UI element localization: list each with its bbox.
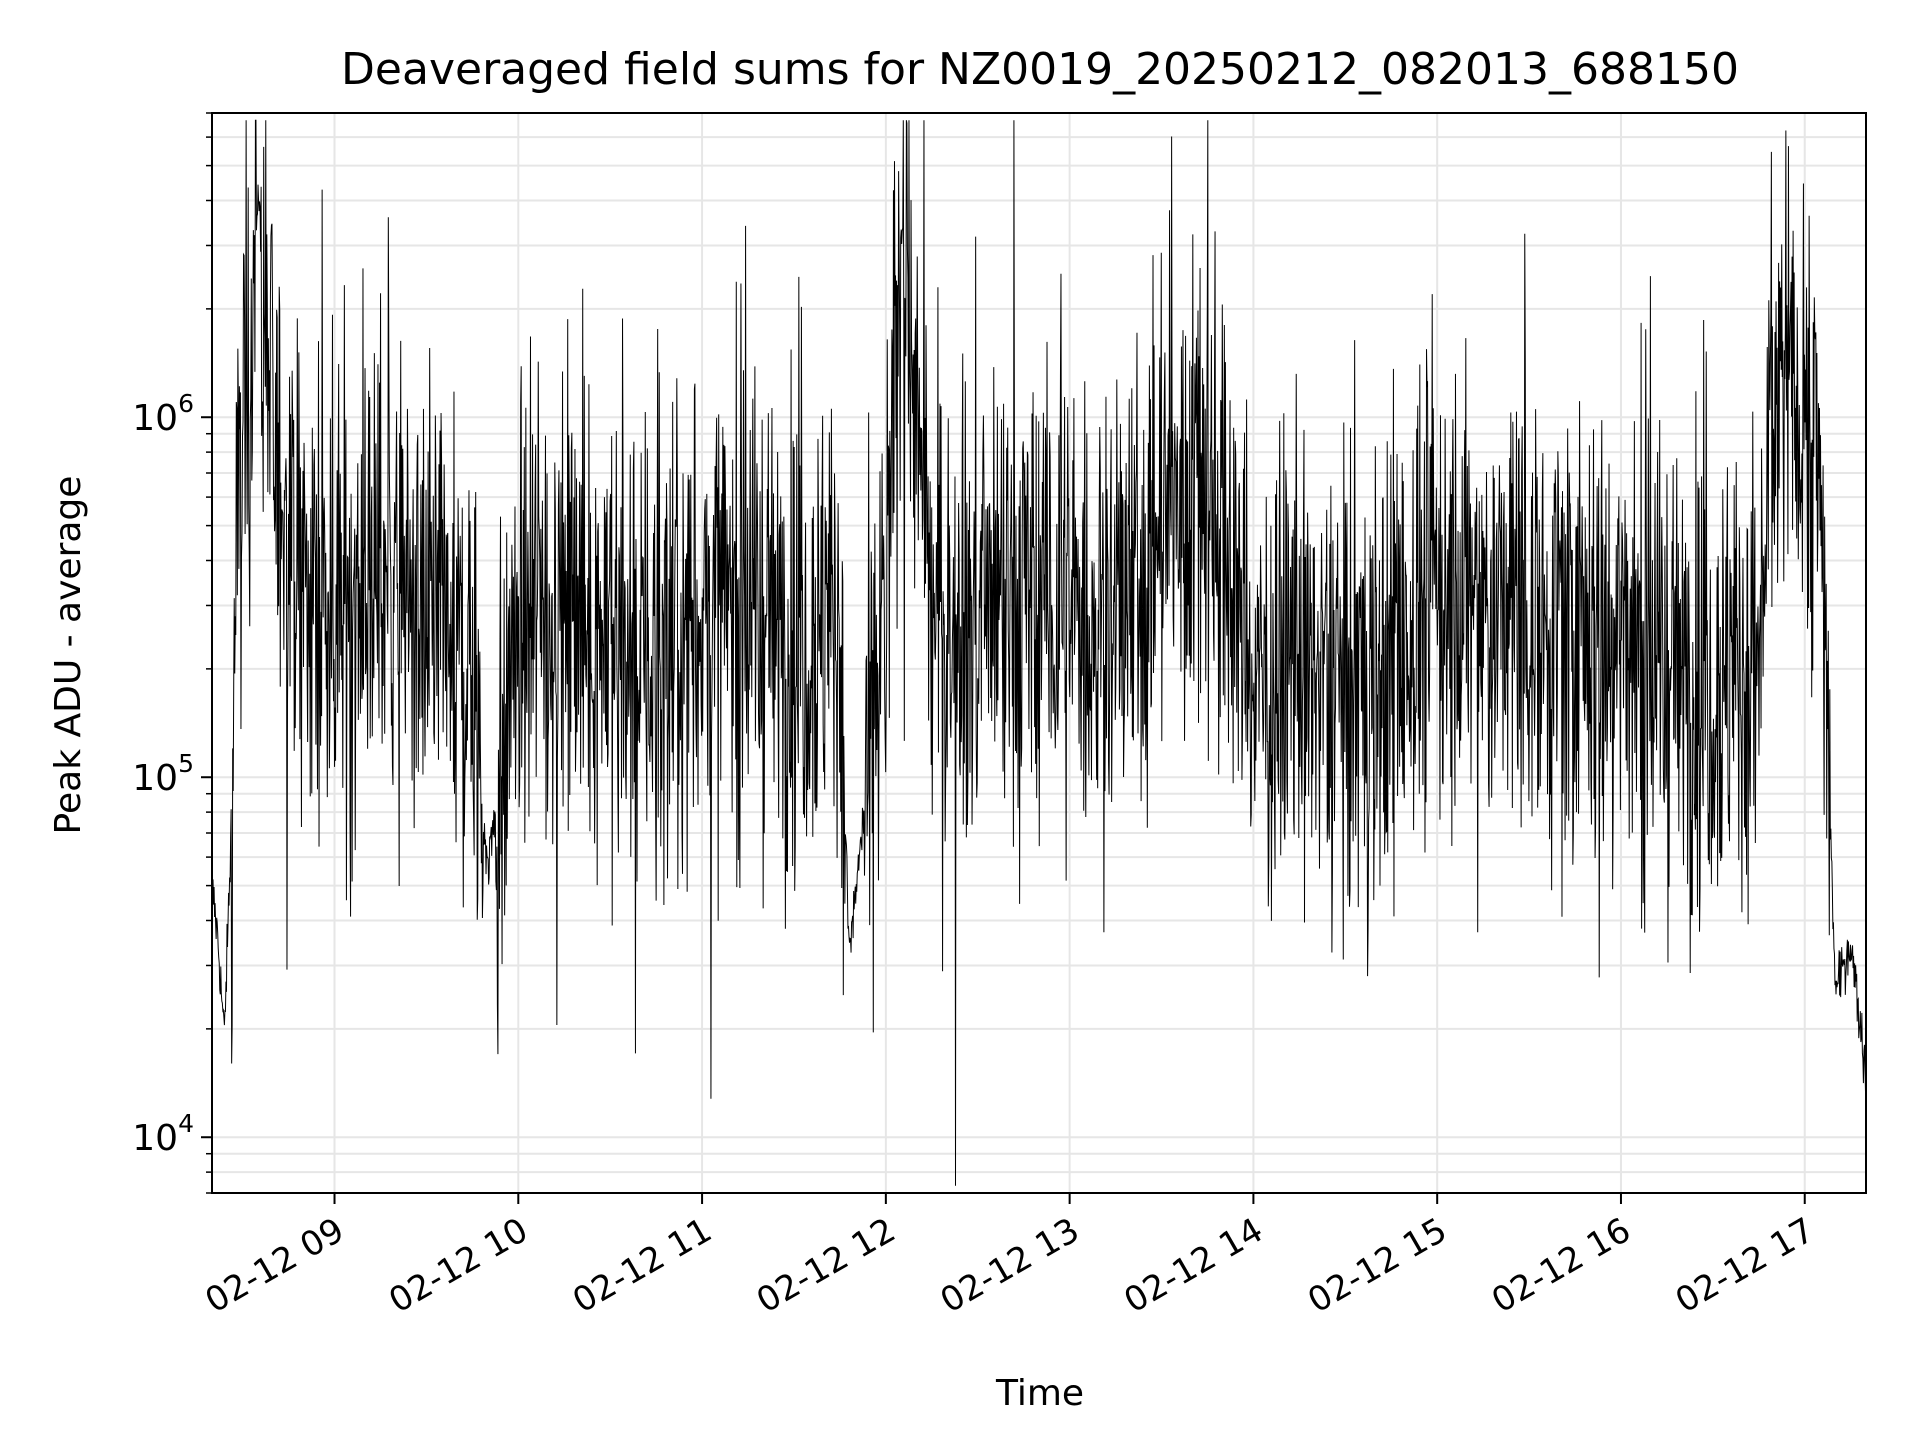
x-tick-label: 02-12 13 <box>934 1210 1086 1321</box>
x-tick-label: 02-12 16 <box>1485 1210 1637 1321</box>
y-tick-exponent: 5 <box>178 749 194 778</box>
y-axis-label: Peak ADU - average <box>48 476 89 835</box>
plot-area <box>211 119 1867 1186</box>
x-axis: 02-12 09 02-12 10 02-12 11 02-12 12 02-12 13… <box>199 1193 1821 1321</box>
x-tick-label: 02-12 17 <box>1669 1210 1821 1321</box>
x-axis-label: Time <box>995 1373 1084 1414</box>
y-tick-exponent: 6 <box>178 389 194 418</box>
y-tick-label: 105 <box>132 749 194 799</box>
y-tick-label: 106 <box>132 389 194 439</box>
y-tick-base: 10 <box>132 398 178 439</box>
x-tick-label: 02-12 09 <box>199 1210 351 1321</box>
x-tick-label: 02-12 14 <box>1118 1210 1270 1321</box>
x-tick-label: 02-12 12 <box>750 1210 902 1321</box>
x-tick-label: 02-12 11 <box>566 1210 718 1321</box>
y-tick-exponent: 4 <box>178 1109 194 1138</box>
x-tick-label: 02-12 10 <box>382 1210 534 1321</box>
chart-title: Deaveraged field sums for NZ0019_2025021… <box>341 44 1739 95</box>
data-series-line <box>211 119 1867 1186</box>
y-tick-base: 10 <box>132 758 178 799</box>
plot-frame <box>211 112 1867 1194</box>
y-tick-base: 10 <box>132 1118 178 1159</box>
y-tick-label: 104 <box>132 1109 194 1159</box>
x-tick-label: 02-12 15 <box>1301 1210 1453 1321</box>
